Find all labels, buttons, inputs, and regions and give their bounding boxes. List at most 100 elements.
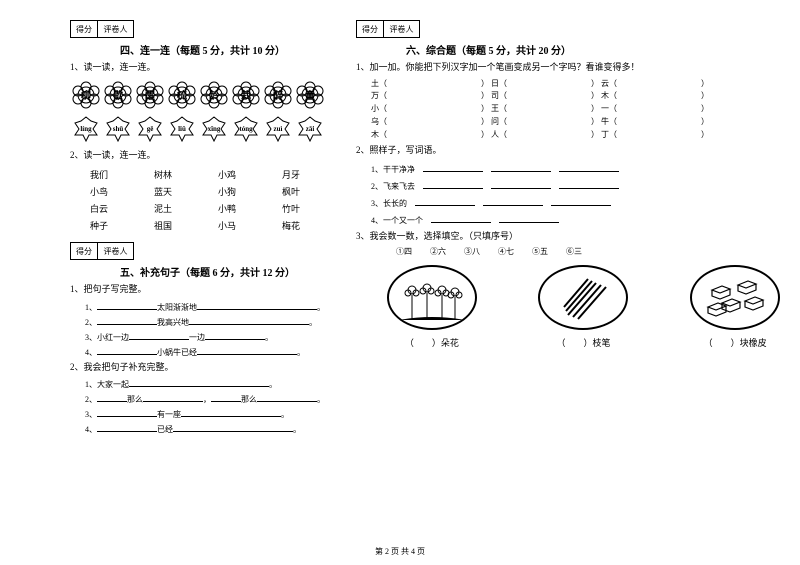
hanzi-cell: ） <box>701 78 800 91</box>
leaf-pinyin: zāi <box>295 115 325 143</box>
grader-cell: 评卷人 <box>98 20 134 38</box>
match-word: 月牙 <box>282 168 326 181</box>
leaf-pinyin: zuì <box>263 115 293 143</box>
pencils-icon <box>548 275 618 320</box>
hanzi-cell: ） <box>701 129 800 142</box>
flower-char: 醉 <box>262 81 294 109</box>
ex2: 2、飞来飞去 <box>371 179 800 192</box>
label-flowers: （ ）朵花 <box>387 336 477 349</box>
hanzi-cell: ） <box>701 116 800 129</box>
flower-char: 醒 <box>134 81 166 109</box>
hanzi-cell: 木（ <box>371 129 481 142</box>
score-cell: 得分 <box>70 20 98 38</box>
hanzi-cell: ） 云（ <box>591 78 701 91</box>
hanzi-row: 乌（） 问（） 牛（） <box>371 116 800 129</box>
score-box-6: 得分 评卷人 <box>356 20 800 38</box>
hanzi-row: 小（） 王（） 一（） <box>371 103 800 116</box>
match-word: 小鸟 <box>90 185 134 198</box>
match-word: 泥土 <box>154 202 198 215</box>
s5-2-1: 1、大家一起。 <box>85 377 326 390</box>
q5-2: 2、我会把句子补充完整。 <box>70 361 326 375</box>
q6-3: 3、我会数一数，选择填空。（只填序号） <box>356 230 800 244</box>
flower-char: 梳 <box>166 81 198 109</box>
q6-2: 2、照样子，写词语。 <box>356 144 800 158</box>
s5-1-4: 4、小蜗牛已经。 <box>85 345 326 358</box>
score-box-5: 得分 评卷人 <box>70 242 326 260</box>
pic-pencils: （ ）枝笔 <box>538 265 628 349</box>
hanzi-cell: ） 丁（ <box>591 129 701 142</box>
match-grid: 我们树林小鸡月牙小鸟蓝天小狗枫叶白云泥土小鸭竹叶种子祖国小马梅花 <box>90 168 326 232</box>
match-word: 种子 <box>90 219 134 232</box>
flower-row: 柳歇醒梳龄栽醉童 <box>70 81 326 109</box>
hanzi-cell: 土（ <box>371 78 481 91</box>
hanzi-cell: 小（ <box>371 103 481 116</box>
leaf-pinyin: xǐng <box>199 115 229 143</box>
flowers-icon <box>397 275 467 320</box>
flower-char: 歇 <box>102 81 134 109</box>
match-word: 梅花 <box>282 219 326 232</box>
left-column: 得分 评卷人 四、连一连（每题 5 分，共计 10 分） 1、读一读，连一连。 … <box>60 20 336 437</box>
hanzi-cell: ） 木（ <box>591 90 701 103</box>
q5-1: 1、把句子写完整。 <box>70 283 326 297</box>
hanzi-cell: ） <box>701 90 800 103</box>
hanzi-row: 万（） 司（） 木（） <box>371 90 800 103</box>
hanzi-cell: ） 一（ <box>591 103 701 116</box>
s5-2-4: 4、已经。 <box>85 422 326 435</box>
hanzi-cell: 乌（ <box>371 116 481 129</box>
match-word: 白云 <box>90 202 134 215</box>
page-footer: 第 2 页 共 4 页 <box>0 546 800 557</box>
hanzi-cell: ） 牛（ <box>591 116 701 129</box>
s5-1-2: 2、我高兴地。 <box>85 315 326 328</box>
flower-char: 柳 <box>70 81 102 109</box>
hanzi-cell: ） <box>701 103 800 116</box>
oval-pencils <box>538 265 628 330</box>
s5-1-1: 1、太阳渐渐地。 <box>85 300 326 313</box>
leaf-pinyin: shū <box>103 115 133 143</box>
ex1: 1、干干净净 <box>371 162 800 175</box>
s5-2-2: 2、那么，那么。 <box>85 392 326 405</box>
score-box-4: 得分 评卷人 <box>70 20 326 38</box>
match-word: 小马 <box>218 219 262 232</box>
match-word: 蓝天 <box>154 185 198 198</box>
flower-char: 栽 <box>230 81 262 109</box>
section-4-title: 四、连一连（每题 5 分，共计 10 分） <box>120 42 326 57</box>
score-cell: 得分 <box>70 242 98 260</box>
match-word: 枫叶 <box>282 185 326 198</box>
match-word: 祖国 <box>154 219 198 232</box>
leaf-pinyin: liǔ <box>167 115 197 143</box>
erasers-icon <box>700 275 770 320</box>
picture-row: （ ）朵花 （ ）枝笔 <box>356 265 800 349</box>
q4-1: 1、读一读，连一连。 <box>70 61 326 75</box>
ex3: 3、长长的 <box>371 196 800 209</box>
score-cell: 得分 <box>356 20 384 38</box>
label-erasers: （ ）块橡皮 <box>690 336 780 349</box>
match-word: 我们 <box>90 168 134 181</box>
hanzi-cell: 万（ <box>371 90 481 103</box>
flower-char: 童 <box>294 81 326 109</box>
s5-2-3: 3、有一座。 <box>85 407 326 420</box>
q6-1: 1、加一加。你能把下列汉字加一个笔画变成另一个字吗？看谁变得多！ <box>356 61 800 75</box>
leaf-pinyin: gē <box>135 115 165 143</box>
leaf-pinyin: tóng <box>231 115 261 143</box>
hanzi-cell: ） 人（ <box>481 129 591 142</box>
number-options: ①四②六③八④七⑤五⑥三 <box>396 246 800 257</box>
oval-flowers <box>387 265 477 330</box>
q4-2: 2、读一读，连一连。 <box>70 149 326 163</box>
hanzi-row: 土（） 日（） 云（） <box>371 78 800 91</box>
match-word: 小鸡 <box>218 168 262 181</box>
oval-erasers <box>690 265 780 330</box>
label-pencils: （ ）枝笔 <box>538 336 628 349</box>
hanzi-cell: ） 日（ <box>481 78 591 91</box>
ex4: 4、一个又一个 <box>371 213 800 226</box>
leaf-row: língshūgēliǔxǐngtóngzuìzāi <box>70 115 326 143</box>
flower-char: 龄 <box>198 81 230 109</box>
match-word: 竹叶 <box>282 202 326 215</box>
match-word: 小鸭 <box>218 202 262 215</box>
worksheet-page: 得分 评卷人 四、连一连（每题 5 分，共计 10 分） 1、读一读，连一连。 … <box>0 0 800 447</box>
pic-flowers: （ ）朵花 <box>387 265 477 349</box>
right-column: 得分 评卷人 六、综合题（每题 5 分，共计 20 分） 1、加一加。你能把下列… <box>346 20 800 437</box>
hanzi-cell: ） 问（ <box>481 116 591 129</box>
leaf-pinyin: líng <box>71 115 101 143</box>
hanzi-cell: ） 司（ <box>481 90 591 103</box>
hanzi-cell: ） 王（ <box>481 103 591 116</box>
